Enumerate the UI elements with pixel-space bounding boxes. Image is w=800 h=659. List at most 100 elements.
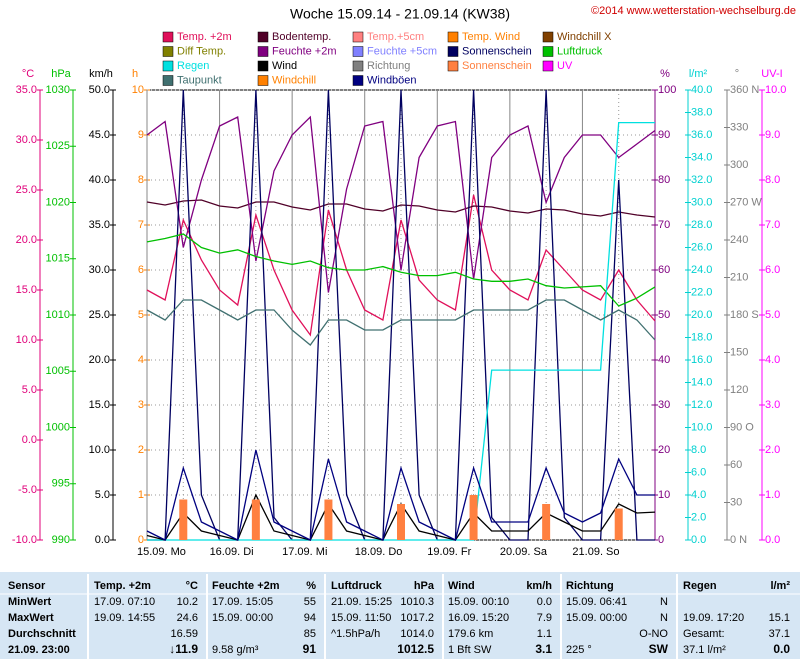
table-cell: 94 xyxy=(304,612,316,624)
tick-label: 60 xyxy=(658,264,670,276)
axis-title: °C xyxy=(22,68,34,80)
table-header: °C xyxy=(186,580,198,592)
table-cell: 15.09. 00:10 xyxy=(448,596,509,608)
legend-swatch xyxy=(352,75,364,86)
table-cell: 1.1 xyxy=(537,628,552,640)
tick-label: 0.0 xyxy=(95,534,110,546)
table-cell: 91 xyxy=(303,642,317,656)
tick-label: 25.0 xyxy=(16,184,37,196)
legend-label: Luftdruck xyxy=(557,45,603,57)
legend-swatch xyxy=(447,60,459,72)
legend-swatch xyxy=(162,46,174,57)
axis-title: UV-I xyxy=(761,68,782,80)
tick-label: 1.0 xyxy=(765,489,780,501)
table-cell: O-NO xyxy=(639,628,668,640)
tick-label: 60 xyxy=(730,459,742,471)
table-cell: 21.09. 23:00 xyxy=(8,644,70,656)
legend-label: Sonnenschein xyxy=(462,60,532,72)
legend-swatch xyxy=(542,60,554,72)
tick-label: 1000 xyxy=(46,421,70,433)
table-cell: Durchschnitt xyxy=(8,628,76,640)
table-cell: ^1.5hPa/h xyxy=(331,628,380,640)
series-line xyxy=(146,199,656,218)
legend-swatch xyxy=(257,60,269,72)
table-header: hPa xyxy=(414,580,435,592)
x-tick-label: 20.09. Sa xyxy=(500,546,548,558)
table-header: l/m² xyxy=(770,580,790,592)
tick-label: 12.0 xyxy=(691,399,712,411)
legend-label: UV xyxy=(557,60,573,72)
tick-label: 22.0 xyxy=(691,286,712,298)
table-cell: 15.1 xyxy=(769,612,790,624)
axis-title: ° xyxy=(735,68,739,80)
tick-label: 30 xyxy=(730,496,742,508)
legend-swatch xyxy=(352,31,364,43)
table-cell: 7.9 xyxy=(537,612,552,624)
table-header: km/h xyxy=(526,580,552,592)
tick-label: 210 xyxy=(730,271,748,283)
tick-label: 5 xyxy=(138,309,144,321)
tick-label: 10 xyxy=(658,489,670,501)
tick-label: 9 xyxy=(138,129,144,141)
tick-label: 15.0 xyxy=(16,284,37,296)
legend-label: Bodentemp. xyxy=(272,31,331,43)
table-header: Wind xyxy=(448,580,475,592)
tick-label: 40 xyxy=(658,354,670,366)
axis-title: km/h xyxy=(89,68,113,80)
tick-label: 0 xyxy=(138,534,144,546)
table-header: Temp. +2m xyxy=(94,580,151,592)
legend-swatch xyxy=(447,46,459,57)
legend-label: Diff Temp. xyxy=(177,45,226,57)
tick-label: -5.0 xyxy=(18,484,37,496)
series-line xyxy=(146,449,655,541)
legend-label: Feuchte +2m xyxy=(272,45,337,57)
tick-label: 1020 xyxy=(46,196,70,208)
table-cell: SW xyxy=(649,642,669,656)
tick-label: 7 xyxy=(138,219,144,231)
tick-label: 1005 xyxy=(46,365,70,377)
legend-label: Regen xyxy=(177,60,209,72)
table-cell: 15.09. 00:00 xyxy=(566,612,627,624)
legend-swatch xyxy=(542,46,554,57)
tick-label: 300 xyxy=(730,159,748,171)
legend-label: Temp.+5cm xyxy=(367,31,424,43)
tick-label: 35.0 xyxy=(89,219,110,231)
tick-label: 36.0 xyxy=(691,129,712,141)
table-cell: 9.58 g/m³ xyxy=(212,644,259,656)
tick-label: 3 xyxy=(138,399,144,411)
tick-label: 18.0 xyxy=(691,331,712,343)
table-header: Regen xyxy=(683,580,717,592)
legend-swatch xyxy=(352,60,364,72)
table-cell: 1012.5 xyxy=(397,642,434,656)
tick-label: 6.0 xyxy=(691,466,706,478)
legend-label: Windchill xyxy=(272,74,316,86)
legend-swatch xyxy=(162,75,174,86)
tick-label: 3.0 xyxy=(765,399,780,411)
series-line xyxy=(146,299,656,346)
tick-label: 30.0 xyxy=(691,196,712,208)
table-cell: 37.1 xyxy=(769,628,790,640)
tick-label: 1015 xyxy=(46,253,70,265)
table-cell: 55 xyxy=(304,596,316,608)
tick-label: 5.0 xyxy=(765,309,780,321)
x-tick-label: 21.09. So xyxy=(572,546,619,558)
table-header: Luftdruck xyxy=(331,580,383,592)
tick-label: 26.0 xyxy=(691,241,712,253)
axis-title: l/m² xyxy=(689,68,708,80)
tick-label: 4 xyxy=(138,354,144,366)
tick-label: 270 W xyxy=(730,196,762,208)
x-tick-label: 18.09. Do xyxy=(355,546,403,558)
tick-label: 90 xyxy=(658,129,670,141)
tick-label: 0.0 xyxy=(691,534,706,546)
tick-label: 15.0 xyxy=(89,399,110,411)
tick-label: 10.0 xyxy=(765,84,786,96)
table-cell: 17.09. 15:05 xyxy=(212,596,273,608)
legend-swatch xyxy=(352,46,364,57)
axis-title: h xyxy=(132,68,138,80)
table-cell: 225 ° xyxy=(566,644,592,656)
series-line xyxy=(146,194,656,337)
tick-label: 150 xyxy=(730,346,748,358)
table-cell: 19.09. 17:20 xyxy=(683,612,744,624)
tick-label: 20.0 xyxy=(16,234,37,246)
